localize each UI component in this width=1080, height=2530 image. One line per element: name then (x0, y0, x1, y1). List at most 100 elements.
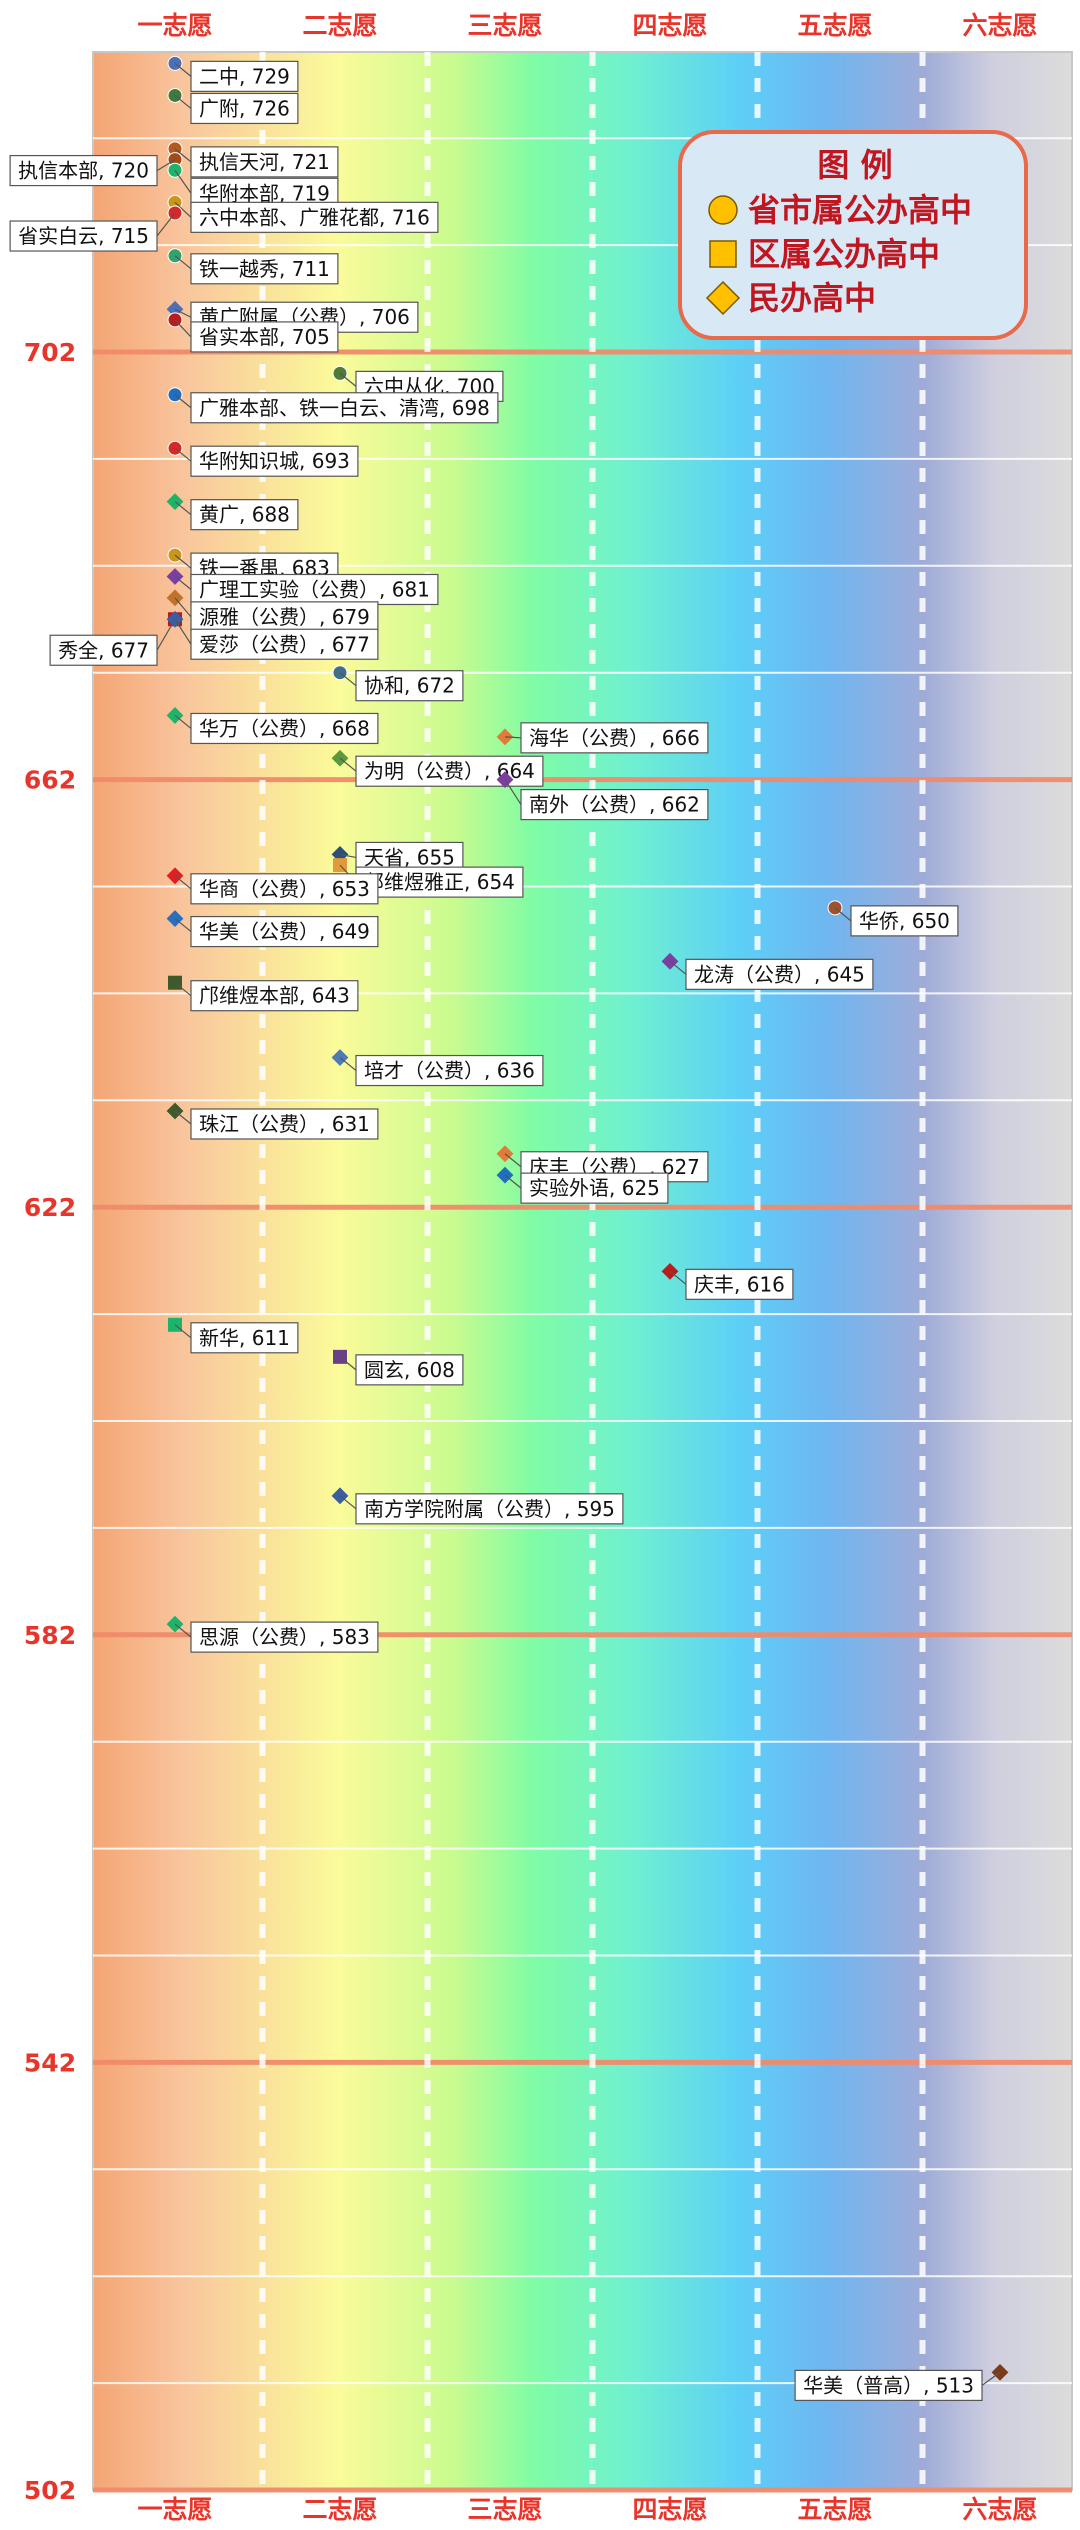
label-box (190, 601, 379, 633)
leader-line (981, 2371, 1001, 2386)
label-box (520, 722, 709, 754)
label-box (190, 499, 299, 531)
marker-circle (167, 248, 183, 264)
x-tick-label-bottom: 五志愿 (797, 2495, 872, 2524)
point-label: 实验外语, 625 (529, 1176, 660, 1200)
leader-line (174, 319, 192, 338)
label-box (190, 321, 339, 353)
point-label: 执信天河, 721 (199, 150, 330, 174)
data-point: 广雅本部、铁一白云、清湾, 698 (167, 387, 499, 424)
leader-line (339, 1057, 357, 1072)
y-tick-label: 662 (24, 766, 76, 795)
x-tick-label-top: 六志愿 (962, 11, 1037, 40)
leader-line (174, 714, 192, 729)
leader-line (174, 875, 192, 890)
point-label: 二中, 729 (199, 64, 290, 88)
legend-diamond-icon (705, 280, 741, 316)
leader-line (174, 201, 192, 218)
data-points: 二中, 729 广附, 726 执信天河, 721 执信本部, 720 华附本部, 71… (9, 55, 1009, 2402)
label-box (190, 445, 359, 477)
legend-label: 省市属公办高中 (748, 191, 972, 229)
data-point: 黄广附属（公费）, 706 (166, 300, 419, 333)
point-label: 珠江（公费）, 631 (199, 1112, 370, 1136)
x-tick-label-top: 三志愿 (467, 11, 542, 40)
label-box (190, 60, 299, 92)
leader-line (174, 501, 192, 516)
point-label: 省实本部, 705 (199, 325, 330, 349)
label-box (190, 1621, 379, 1653)
point-label: 协和, 672 (364, 674, 455, 698)
label-box (355, 1354, 464, 1386)
label-box (9, 154, 158, 187)
legend-item: 民办高中 (705, 279, 876, 317)
leader-line (174, 918, 192, 933)
label-box (685, 958, 874, 990)
point-label: 华附知识城, 693 (199, 449, 350, 473)
legend-label: 区属公办高中 (748, 235, 940, 273)
point-label: 铁一越秀, 711 (199, 257, 330, 281)
data-point: 华美（公费）, 649 (166, 910, 379, 948)
legend-square-icon (709, 240, 737, 268)
leader-line (504, 779, 522, 805)
x-tick-label-bottom: 三志愿 (467, 2495, 542, 2524)
data-point: 培才（公费）, 636 (331, 1049, 544, 1087)
x-tick-label-top: 二志愿 (302, 11, 377, 40)
marker-diamond (496, 728, 514, 746)
leader-line (174, 576, 192, 590)
data-point: 南方学院附属（公费）, 595 (331, 1487, 624, 1525)
leader-line (504, 1174, 522, 1189)
data-point: 六中本部、广雅花都, 716 (167, 194, 439, 233)
marker-diamond (661, 952, 679, 970)
x-tick-label-bottom: 二志愿 (302, 2495, 377, 2524)
leader-line (174, 447, 192, 462)
point-label: 南方学院附属（公费）, 595 (364, 1497, 615, 1521)
data-point: 铁一越秀, 711 (167, 248, 339, 285)
point-label: 广理工实验（公费）, 681 (199, 577, 430, 601)
leader-line (174, 982, 192, 997)
label-box (190, 1108, 379, 1140)
x-tick-label-top: 四志愿 (632, 11, 707, 40)
label-box (520, 788, 709, 821)
label-box (190, 573, 439, 606)
data-point: 执信本部, 720 (9, 152, 183, 187)
leader-line (156, 159, 176, 172)
leader-line (504, 736, 522, 739)
label-box (190, 712, 379, 745)
label-box (850, 905, 959, 937)
label-box (190, 253, 339, 285)
leader-line (174, 255, 192, 270)
marker-diamond (166, 707, 184, 724)
leader-line (174, 148, 192, 163)
point-label: 省实白云, 715 (18, 224, 149, 248)
label-box (190, 1322, 299, 1354)
x-tick-label-top: 五志愿 (797, 11, 872, 40)
legend-box (678, 130, 1028, 340)
point-label: 执信本部, 720 (18, 159, 149, 183)
label-box (190, 201, 439, 233)
point-label: 新华, 611 (199, 1326, 290, 1350)
point-label: 六中本部、广雅花都, 716 (199, 205, 430, 229)
label-box (355, 866, 524, 898)
label-box (190, 146, 339, 178)
point-label: 华美（公费）, 649 (199, 920, 370, 944)
data-point: 省实白云, 715 (9, 205, 183, 252)
point-label: 思源（公费）, 583 (199, 1625, 370, 1649)
leader-line (174, 308, 192, 318)
legend-item: 区属公办高中 (709, 235, 940, 273)
label-box (190, 628, 379, 660)
leader-line (339, 757, 357, 772)
leader-line (504, 1153, 522, 1168)
point-label: 南外（公费）, 662 (529, 793, 700, 817)
data-point: 华商（公费）, 653 (166, 867, 379, 905)
label-box (190, 915, 379, 948)
point-label: 秀全, 677 (58, 638, 149, 662)
leader-line (669, 960, 687, 975)
data-point: 新华, 611 (168, 1317, 299, 1354)
point-label: 爱莎（公费）, 677 (199, 632, 370, 656)
x-tick-label-bottom: 四志愿 (632, 2495, 707, 2524)
point-label: 华附本部, 719 (199, 181, 330, 205)
leader-line (156, 212, 176, 237)
label-box (190, 92, 299, 125)
point-label: 天省, 655 (364, 845, 455, 869)
